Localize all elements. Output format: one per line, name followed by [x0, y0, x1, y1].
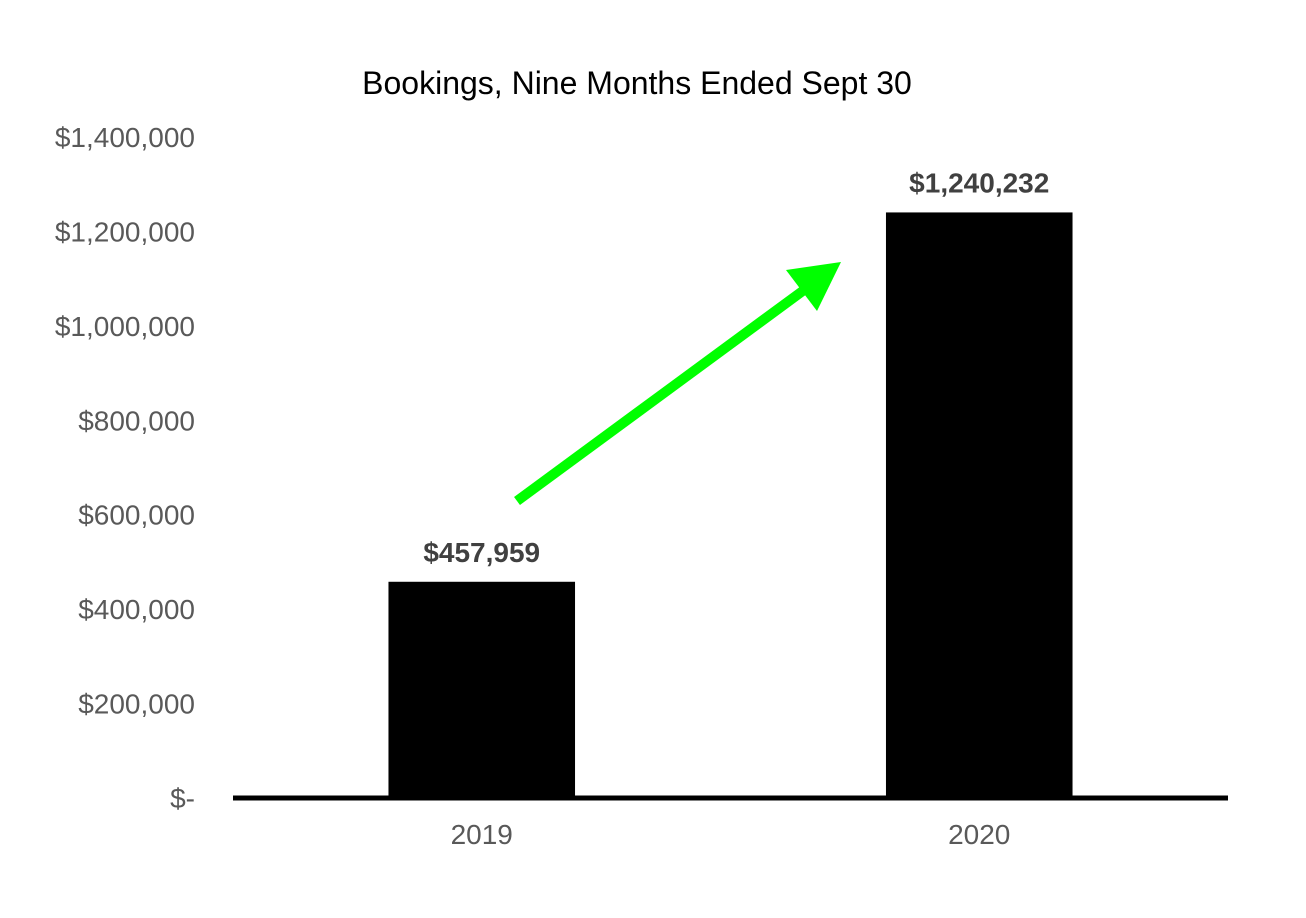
bars: [388, 212, 1073, 798]
x-tick-label-2019: 2019: [451, 819, 513, 850]
y-tick-label: $200,000: [78, 689, 195, 720]
data-label-2019: $457,959: [423, 537, 540, 568]
bar-2019: [388, 581, 576, 798]
y-tick-label: $1,000,000: [55, 311, 195, 342]
y-tick-label: $400,000: [78, 594, 195, 625]
trend-arrow-icon: [514, 262, 841, 506]
y-tick-label: $-: [170, 783, 195, 814]
y-tick-label: $600,000: [78, 500, 195, 531]
data-label-2020: $1,240,232: [909, 167, 1049, 198]
y-tick-label: $1,400,000: [55, 122, 195, 153]
x-axis-labels: 2019 2020: [451, 819, 1011, 850]
x-tick-label-2020: 2020: [948, 819, 1010, 850]
y-axis-ticks: $- $200,000 $400,000 $600,000 $800,000 $1,000…: [55, 122, 195, 814]
y-tick-label: $1,200,000: [55, 216, 195, 247]
y-tick-label: $800,000: [78, 405, 195, 436]
chart-title: Bookings, Nine Months Ended Sept 30: [362, 65, 912, 101]
trend-arrow-shaft: [514, 285, 807, 506]
data-labels: $457,959 $1,240,232: [423, 167, 1049, 567]
trend-arrow-head: [786, 262, 841, 311]
bar-2020: [885, 212, 1073, 798]
